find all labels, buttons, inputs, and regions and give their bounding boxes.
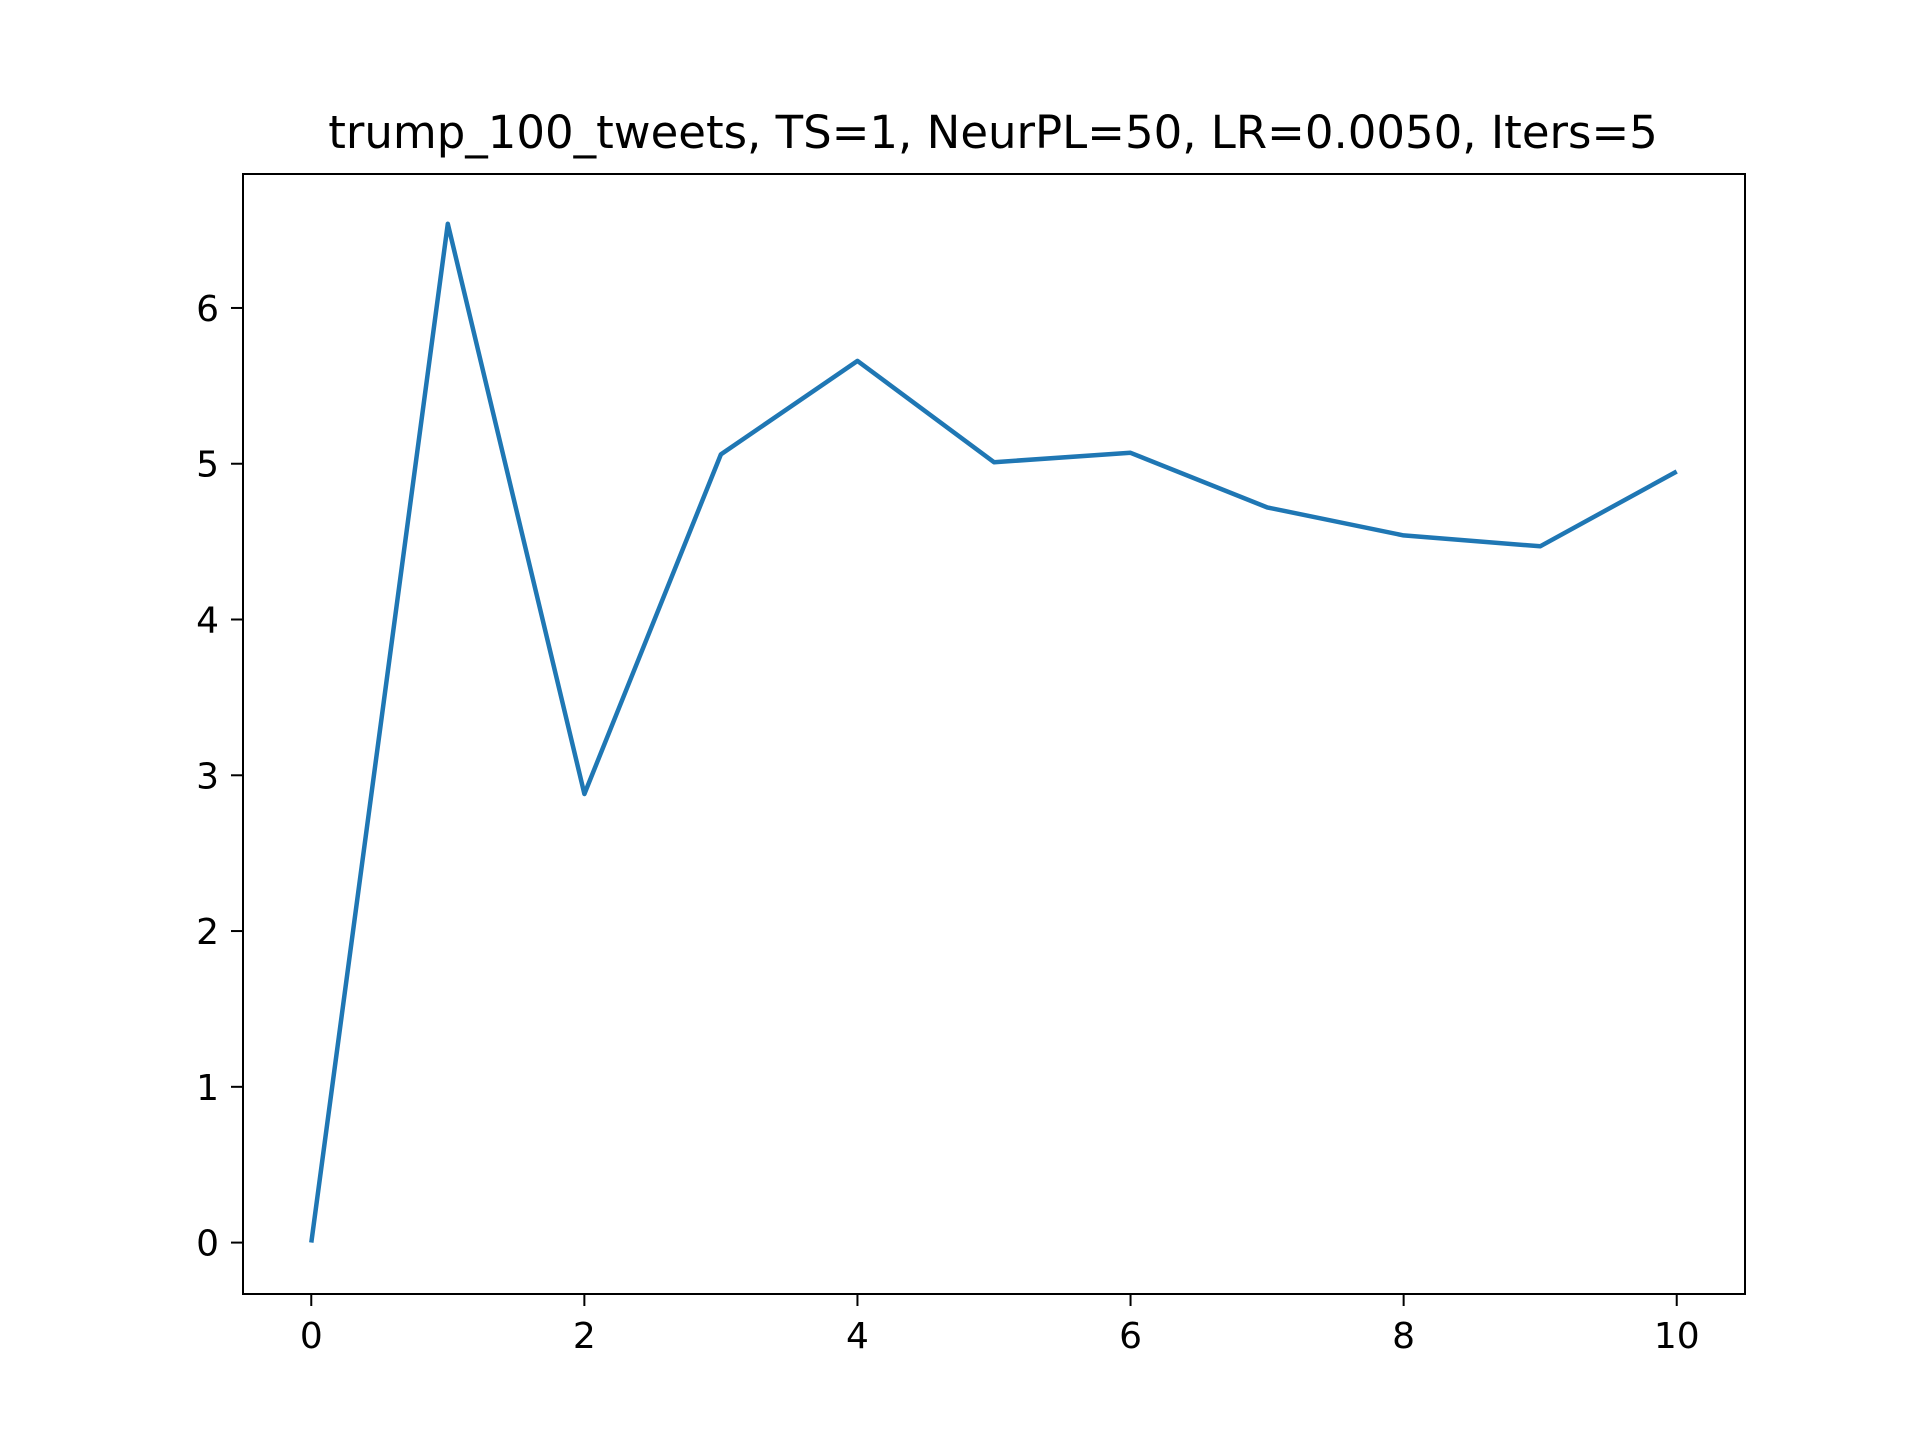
- y-tick-label: 3: [196, 756, 219, 797]
- x-tick-label: 2: [573, 1316, 596, 1357]
- x-tick-label: 10: [1654, 1316, 1700, 1357]
- x-tick-label: 8: [1392, 1316, 1415, 1357]
- axes-frame: [242, 173, 1746, 1295]
- y-tick-label: 1: [196, 1068, 219, 1109]
- series-line-0: [309, 221, 1678, 1243]
- y-tick-label: 2: [196, 912, 219, 953]
- x-tick-label: 6: [1119, 1316, 1142, 1357]
- x-tick-label: 4: [846, 1316, 869, 1357]
- y-axis: 0 1 2 3 4 5 6: [196, 289, 243, 1265]
- y-tick-label: 0: [196, 1224, 219, 1265]
- y-tick-label: 4: [196, 601, 219, 642]
- y-tick-label: 5: [196, 445, 219, 486]
- plot-area: [309, 221, 1678, 1243]
- chart-title: trump_100_tweets, TS=1, NeurPL=50, LR=0.…: [328, 106, 1658, 159]
- x-axis: 0 2 4 6 8 10: [300, 1294, 1700, 1357]
- x-tick-label: 0: [300, 1316, 323, 1357]
- y-tick-label: 6: [196, 289, 219, 330]
